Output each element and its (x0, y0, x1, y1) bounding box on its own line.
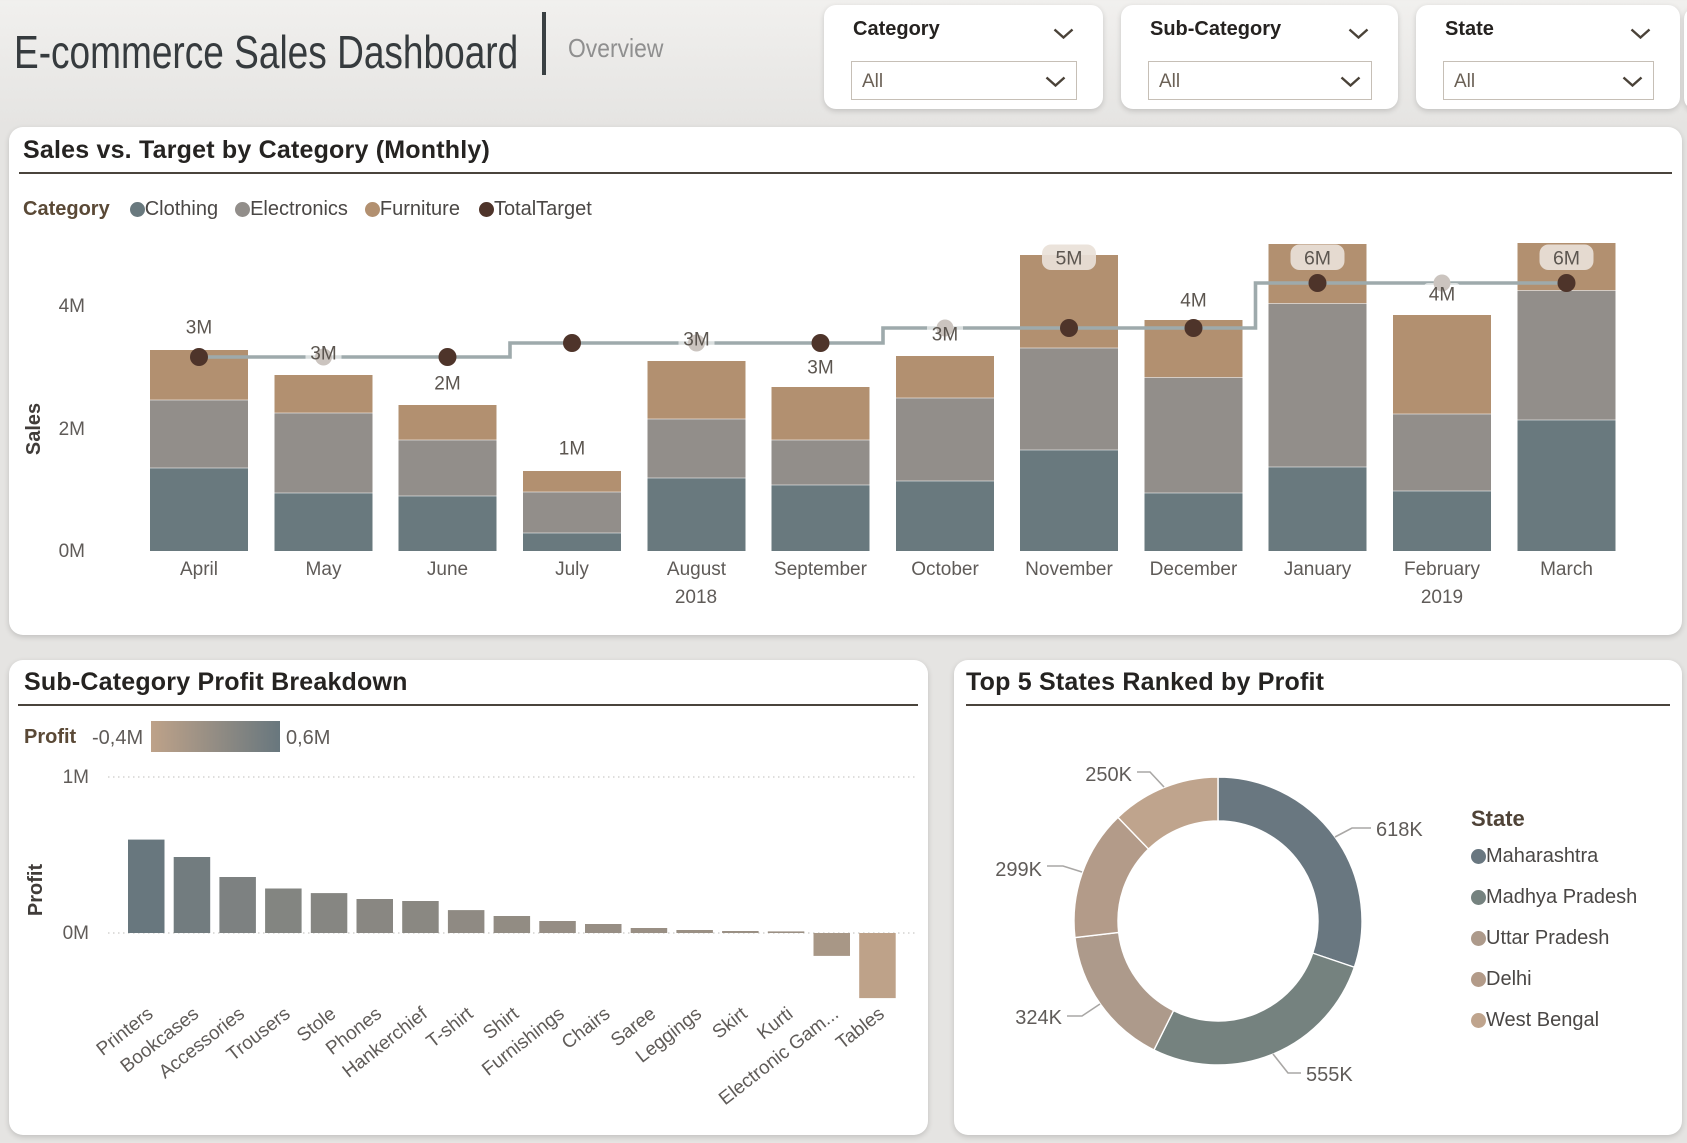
svg-text:January: January (1284, 559, 1352, 580)
svg-text:2018: 2018 (675, 587, 717, 608)
svg-text:4M: 4M (1429, 285, 1455, 306)
svg-text:2M: 2M (434, 374, 460, 395)
svg-text:February: February (1404, 559, 1481, 580)
svg-text:6M: 6M (1304, 248, 1331, 270)
svg-text:1M: 1M (559, 439, 585, 460)
svg-text:2M: 2M (59, 419, 85, 440)
svg-text:2019: 2019 (1421, 587, 1463, 608)
svg-text:Sales: Sales (23, 403, 45, 455)
svg-text:555K: 555K (1306, 1064, 1353, 1086)
svg-text:299K: 299K (995, 859, 1042, 881)
svg-text:August: August (667, 559, 727, 580)
svg-text:3M: 3M (932, 325, 958, 346)
svg-text:June: June (427, 559, 468, 580)
svg-text:0M: 0M (59, 541, 85, 562)
svg-text:3M: 3M (310, 344, 336, 365)
svg-text:4M: 4M (1180, 291, 1206, 312)
svg-text:3M: 3M (807, 358, 833, 379)
svg-text:3M: 3M (186, 318, 212, 339)
svg-text:0M: 0M (63, 923, 89, 944)
svg-text:4M: 4M (59, 296, 85, 317)
svg-text:July: July (555, 559, 589, 580)
svg-text:6M: 6M (1553, 248, 1580, 270)
svg-text:618K: 618K (1376, 819, 1423, 841)
svg-text:December: December (1150, 559, 1238, 580)
svg-text:3M: 3M (683, 330, 709, 351)
svg-text:November: November (1025, 559, 1113, 580)
svg-text:May: May (306, 559, 342, 580)
svg-text:324K: 324K (1015, 1007, 1062, 1029)
svg-text:Profit: Profit (25, 864, 47, 917)
svg-text:250K: 250K (1085, 764, 1132, 786)
svg-text:April: April (180, 559, 218, 580)
svg-text:March: March (1540, 559, 1593, 580)
svg-text:October: October (911, 559, 979, 580)
svg-text:1M: 1M (63, 767, 89, 788)
svg-text:September: September (774, 559, 868, 580)
svg-text:5M: 5M (1055, 248, 1082, 270)
